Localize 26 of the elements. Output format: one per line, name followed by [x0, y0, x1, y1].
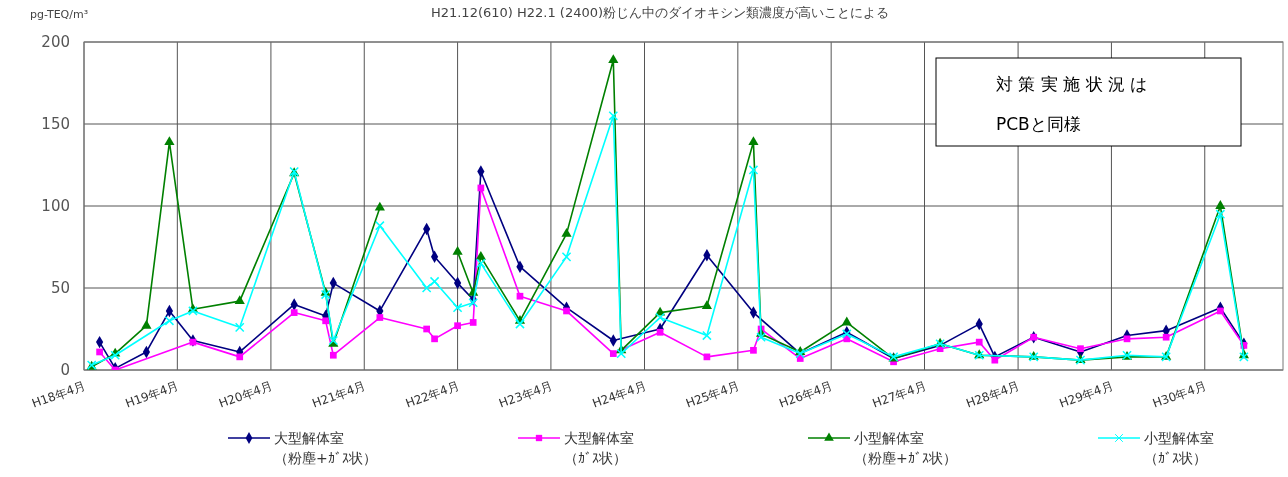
- y-tick-label: 100: [41, 197, 70, 216]
- x-tick-label: H28年4月: [964, 378, 1022, 411]
- note-box: 対 策 実 施 状 況 は PCBと同様: [935, 57, 1242, 147]
- x-tick-label: H27年4月: [870, 378, 928, 411]
- legend-label: 小型解体室（ｶﾞｽ状）: [1144, 430, 1214, 466]
- x-tick-label: H25年4月: [683, 378, 742, 411]
- y-tick-label: 50: [50, 279, 70, 298]
- y-tick-label: 0: [60, 361, 70, 380]
- x-tick-label: H29年4月: [1057, 378, 1115, 411]
- x-tick-label: H20年4月: [216, 378, 275, 411]
- y-tick-label: 150: [41, 115, 70, 134]
- x-tick-label: H23年4月: [496, 378, 555, 411]
- x-tick-label: H22年4月: [403, 378, 462, 411]
- x-tick-label: H21年4月: [310, 378, 368, 411]
- x-tick-label: H30年4月: [1150, 378, 1209, 411]
- y-tick-label: 200: [41, 33, 70, 52]
- text: H21.12(610) H22.1 (2400)粉じん中のダイオキシン類濃度が高いことによる: [430, 5, 890, 20]
- x-tick-label: H18年4月: [30, 378, 88, 411]
- x-tick-label: H26年4月: [777, 378, 835, 411]
- legend-label: 小型解体室（粉塵+ｶﾞｽ状）: [854, 430, 957, 466]
- legend-label: 大型解体室（粉塵+ｶﾞｽ状）: [274, 430, 377, 466]
- legend-label: 大型解体室（ｶﾞｽ状）: [564, 430, 634, 466]
- x-tick-label: H24年4月: [590, 378, 648, 411]
- y-axis-title: pg-TEQ/m³: [30, 8, 89, 21]
- x-tick-label: H19年4月: [123, 378, 181, 411]
- annotation: 対 策 実 施 状 況 は PCBと同様: [996, 74, 1148, 134]
